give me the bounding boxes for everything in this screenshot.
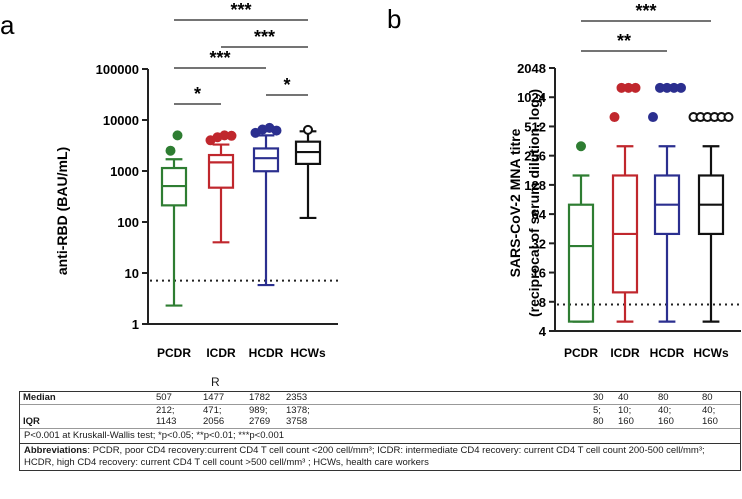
panel-b-significance-label: ** [617,31,631,51]
median-b-hcdr: 80 [658,392,669,403]
median-b-pcdr: 30 [593,392,604,403]
panel-a-outlier-point [303,124,313,135]
iqr-high-a-icdr: 2056 [203,416,225,427]
panel-a-category-label: ICDR [206,346,236,360]
median-b-hcws: 80 [702,392,713,403]
iqr-high-b-pcdr: 80 [593,416,604,427]
iqr-low-a-hcws: 1378; [286,404,310,416]
stray-mark: R [211,375,220,389]
stats-note: P<0.001 at Kruskall-Wallis test; *p<0.05… [24,429,285,441]
panel-b-ytick-label: 32 [532,236,546,251]
abbreviations-label: Abbreviations [24,444,88,456]
panel-a-ylabel: anti-RBD (BAU/mL) [54,147,70,275]
panel-b-ytick-label: 4 [539,324,547,339]
panel-b-category-label: HCWs [693,346,729,360]
iqr-low-b-icdr: 10; [618,404,632,416]
panel-b-category-label: ICDR [610,346,640,360]
panel-b-ytick-label: 128 [524,178,546,193]
panel-b-significance-label: *** [635,1,656,21]
panel-a-significance-label: *** [254,27,275,47]
panel-a-outlier-point [226,130,237,141]
median-a-hcdr: 1782 [249,392,271,403]
panel-b-ytick-label: 64 [532,207,547,222]
iqr-low-a-icdr: 471; [203,404,222,416]
panel-b-ylabel-end: ) [526,89,542,94]
median-b-icdr: 40 [618,392,629,403]
median-a-hcws: 2353 [286,392,308,403]
iqr-high-a-hcdr: 2769 [249,416,271,427]
panel-a-ytick-label: 1000 [110,164,139,179]
panel-a-outlier-point [165,145,176,156]
panel-b-outlier-point [576,141,586,152]
iqr-high-a-hcws: 3758 [286,416,308,427]
panel-b-category-label: PCDR [564,346,598,360]
panel-a-significance-label: *** [209,48,230,68]
iqr-low-b-hcdr: 40; [658,404,672,416]
panel-b-outlier-point [676,82,686,93]
iqr-low-b-pcdr: 5; [593,404,601,416]
median-a-pcdr: 507 [156,392,172,403]
panel-b-ylabel-sub: 2 [535,93,546,99]
panel-b-outlier-point [723,112,734,123]
panel-b-category-label: HCDR [650,346,685,360]
panel-b-ytick-label: 256 [524,149,546,164]
panel-a-ytick-label: 100000 [96,62,139,77]
figure-canvas: a anti-RBD (BAU/mL) b SARS-CoV-2 MNA tit… [0,0,742,360]
iqr-low-row: 212; 471; 989; 1378; 5; 10; 40; 40; [20,405,740,417]
median-a-icdr: 1477 [203,392,225,403]
panel-a-significance-label: * [194,84,201,104]
median-label: Median [23,392,56,403]
panel-a-ytick-label: 1 [132,317,139,332]
panel-b-ylabel-line1: SARS-CoV-2 MNA titre [507,128,523,277]
summary-table: Median 507 1477 1782 2353 30 40 80 80 21… [19,391,741,471]
panel-a-ytick-label: 100 [117,215,139,230]
iqr-high-a-pcdr: 1143 [156,416,177,427]
panel-a-category-label: HCDR [249,346,284,360]
iqr-high-b-icdr: 160 [618,416,634,427]
abbreviations-note: Abbreviations: PCDR, poor CD4 recovery:c… [20,442,740,470]
iqr-high-b-hcws: 160 [702,416,718,427]
panel-b-ytick-label: 512 [524,119,546,134]
iqr-low-a-pcdr: 212; [156,404,175,416]
panel-b-ytick-label: 2048 [517,61,546,76]
panel-a-significance-label: * [283,75,290,95]
panel-a-box [252,147,280,173]
iqr-low-b-hcws: 40; [702,404,716,416]
panel-a-significance-label: *** [230,0,251,20]
panel-b-outlier-point [648,112,658,123]
panel-b-letter: b [387,4,401,34]
panel-a-category-label: PCDR [157,346,191,360]
panel-b-box [567,203,595,323]
iqr-low-a-hcdr: 989; [249,404,268,416]
panel-a-letter: a [0,10,15,40]
iqr-label: IQR [23,416,40,427]
panel-b-ytick-label: 8 [539,295,546,310]
panel-b-ytick-label: 16 [532,266,546,281]
panel-a-box [207,153,235,189]
panel-a-ytick-label: 10000 [103,113,139,128]
panel-b-ylabel-main: (reciprocal of serum dilution, log [526,99,542,317]
panel-b-ylabel-line2: (reciprocal of serum dilution, log2) [526,89,546,317]
panel-b-outlier-point [630,82,641,93]
panel-a-outlier-point [172,130,183,141]
panel-a-ytick-label: 10 [125,266,139,281]
abbreviations-text: : PCDR, poor CD4 recovery:current CD4 T … [24,444,705,468]
panel-a-category-label: HCWs [290,346,326,360]
panel-b-ytick-label: 1024 [517,90,547,105]
panel-b-outlier-point [609,112,620,123]
iqr-high-b-hcdr: 160 [658,416,674,427]
iqr-high-row: IQR 1143 2056 2769 3758 80 160 160 160 [20,416,740,429]
panel-a-outlier-point [271,125,282,136]
median-row: Median 507 1477 1782 2353 30 40 80 80 [20,392,740,405]
